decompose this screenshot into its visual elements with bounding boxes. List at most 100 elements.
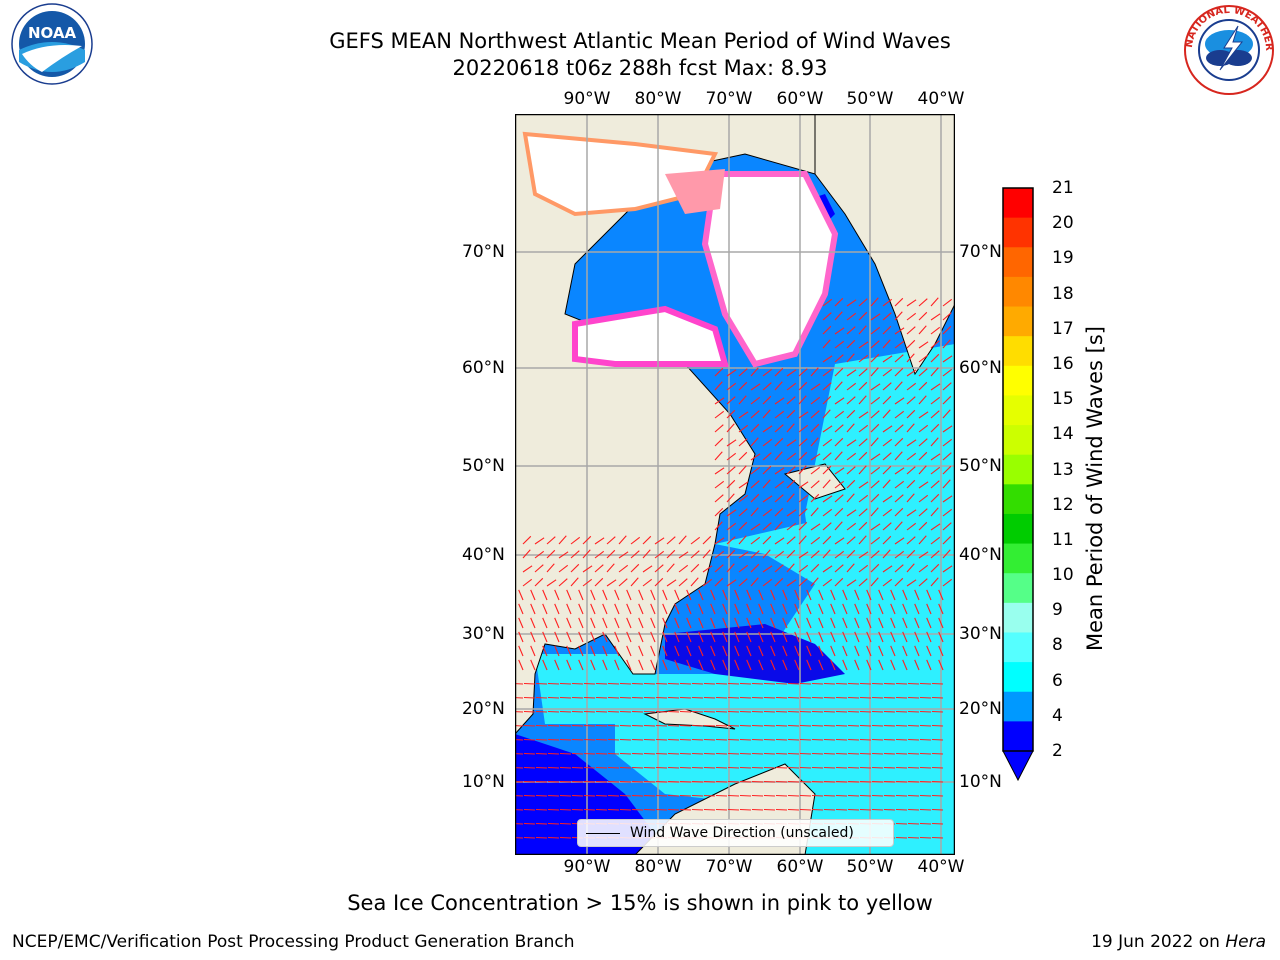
wind-wave-arrow (714, 564, 724, 573)
wind-wave-arrow (926, 617, 932, 629)
wind-wave-arrow (662, 659, 668, 671)
lon-label-top-50w: 50°W (846, 89, 894, 109)
wind-wave-arrow (750, 383, 761, 391)
wind-wave-arrow (703, 724, 716, 727)
wind-wave-arrow (578, 617, 584, 629)
wind-wave-arrow (678, 564, 689, 573)
wind-wave-arrow (750, 480, 760, 489)
wind-wave-arrow (554, 603, 560, 615)
wind-wave-arrow (822, 438, 833, 447)
wind-wave-arrow (614, 589, 620, 601)
wind-wave-arrow (858, 564, 869, 573)
wind-wave-arrow (775, 794, 788, 797)
wind-wave-arrow (786, 466, 796, 475)
wind-wave-arrow (883, 766, 896, 769)
wind-wave-arrow (822, 382, 832, 391)
wind-wave-arrow (702, 578, 713, 587)
wind-wave-arrow (655, 724, 668, 727)
colorbar-tick-label: 6 (1052, 670, 1063, 691)
wind-wave-arrow (643, 724, 656, 727)
wind-wave-arrow (930, 466, 941, 475)
wind-wave-arrow (715, 724, 728, 727)
wind-wave-arrow (667, 682, 680, 685)
wind-wave-arrow (786, 563, 795, 573)
wind-wave-arrow (559, 766, 572, 769)
wind-wave-arrow (854, 631, 860, 643)
wind-wave-arrow (894, 507, 904, 517)
wind-wave-arrow (834, 550, 845, 559)
wind-wave-arrow (738, 508, 748, 517)
wind-wave-arrow (606, 549, 616, 559)
wind-wave-arrow (583, 808, 596, 811)
wind-wave-arrow (787, 738, 800, 741)
wind-wave-arrow (919, 738, 932, 741)
wind-wave-arrow (542, 659, 548, 671)
wind-wave-arrow (870, 466, 881, 475)
wind-wave-arrow (918, 521, 928, 531)
wind-wave-arrow (727, 724, 740, 727)
wind-wave-arrow (690, 577, 699, 587)
wind-wave-arrow (750, 536, 761, 545)
wind-wave-arrow (942, 452, 952, 461)
wind-wave-arrow (638, 589, 644, 601)
wind-wave-arrow (559, 696, 572, 699)
wind-wave-arrow (607, 710, 620, 713)
sea-ice-baffin (701, 171, 839, 368)
wind-wave-arrow (859, 724, 872, 727)
map-legend: Wind Wave Direction (unscaled) (577, 819, 894, 847)
wind-wave-arrow (942, 339, 951, 349)
wind-wave-arrow (871, 766, 884, 769)
wind-wave-arrow (870, 453, 881, 461)
wind-wave-arrow (578, 631, 584, 643)
wind-wave-arrow (750, 453, 761, 461)
wind-wave-arrow (918, 551, 929, 559)
wind-wave-arrow (890, 645, 896, 657)
wind-wave-arrow (918, 578, 928, 587)
wind-wave-arrow (854, 645, 860, 657)
wind-wave-arrow (907, 724, 920, 727)
wind-wave-arrow (751, 696, 764, 699)
wind-wave-arrow (907, 780, 920, 783)
wind-wave-arrow (930, 563, 940, 573)
wind-wave-arrow (530, 645, 536, 657)
wind-wave-arrow (726, 382, 737, 391)
wind-wave-arrow (571, 780, 584, 783)
wind-wave-arrow (750, 437, 759, 447)
colorbar-tick-label: 9 (1052, 600, 1063, 621)
wind-wave-arrow (859, 752, 872, 755)
wind-wave-arrow (914, 631, 920, 643)
wind-wave-arrow (799, 682, 812, 685)
wind-wave-arrow (691, 724, 704, 727)
wind-wave-arrow (678, 578, 688, 587)
wind-wave-arrow (798, 465, 807, 475)
wind-wave-arrow (906, 536, 916, 545)
wind-wave-arrow (559, 724, 572, 727)
wind-wave-arrow (570, 577, 579, 587)
wind-wave-arrow (811, 780, 824, 783)
wind-wave-arrow (902, 603, 908, 615)
wind-wave-arrow (834, 311, 843, 321)
wind-wave-arrow (762, 565, 773, 573)
wind-wave-arrow (782, 603, 788, 615)
wind-wave-arrow (726, 493, 735, 503)
wind-wave-arrow (822, 495, 833, 503)
credit-host: Hera (1225, 932, 1266, 952)
wind-wave-arrow (618, 564, 629, 573)
wind-wave-arrow (906, 439, 917, 447)
wind-wave-arrow (738, 578, 748, 587)
wind-wave-arrow (870, 480, 880, 489)
wind-wave-arrow (882, 578, 893, 587)
wind-wave-arrow (714, 367, 724, 377)
wind-wave-arrow (674, 645, 680, 657)
wind-wave-arrow (870, 423, 880, 433)
wind-wave-arrow (882, 452, 892, 461)
wind-wave-arrow (895, 682, 908, 685)
wind-wave-arrow (918, 311, 928, 321)
wind-wave-arrow (938, 659, 944, 671)
wind-wave-arrow (906, 479, 916, 489)
wind-wave-arrow (762, 382, 772, 391)
wind-wave-arrow (654, 564, 664, 573)
wind-wave-arrow (631, 752, 644, 755)
wind-wave-arrow (774, 467, 785, 475)
wind-wave-arrow (542, 589, 548, 601)
